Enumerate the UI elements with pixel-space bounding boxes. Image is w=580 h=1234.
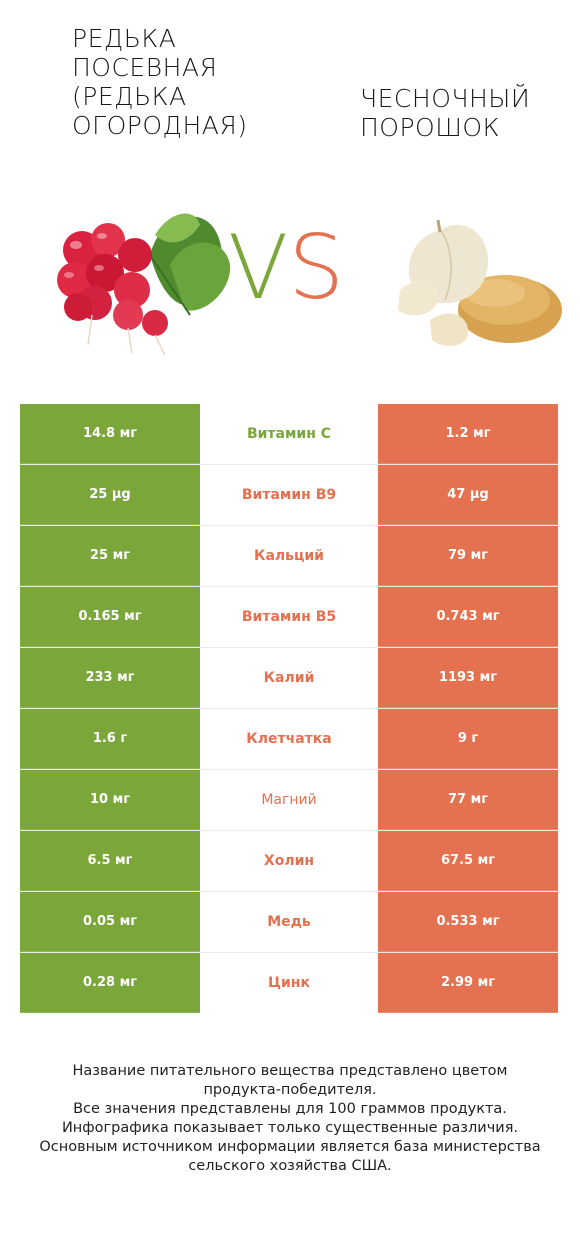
- nutrient-name: Витамин B9: [200, 465, 378, 525]
- footer-line: продукта-победителя.: [203, 1082, 377, 1098]
- footer-line: Название питательного вещества представл…: [72, 1063, 508, 1079]
- radish-image: [57, 213, 231, 356]
- left-value: 0.165 мг: [20, 587, 200, 647]
- footer-line: Основным источником информации является …: [39, 1139, 541, 1155]
- right-value: 9 г: [378, 709, 558, 769]
- footer-line: Все значения представлены для 100 граммо…: [73, 1101, 507, 1117]
- right-value: 47 µg: [378, 465, 558, 525]
- right-value: 79 мг: [378, 526, 558, 586]
- nutrient-name: Калий: [200, 648, 378, 708]
- right-value: 67.5 мг: [378, 831, 558, 891]
- hero-illustrations: [57, 213, 562, 356]
- table-row: 25 µg Витамин B9 47 µg: [20, 464, 558, 525]
- left-value: 10 мг: [20, 770, 200, 830]
- right-value: 2.99 мг: [378, 953, 558, 1013]
- right-value: 1193 мг: [378, 648, 558, 708]
- nutrient-name: Клетчатка: [200, 709, 378, 769]
- vs-label: VS: [228, 218, 344, 318]
- nutrient-name: Витамин B5: [200, 587, 378, 647]
- right-value: 1.2 мг: [378, 404, 558, 464]
- left-food-title: РЕДЬКА ПОСЕВНАЯ (РЕДЬКА ОГОРОДНАЯ): [72, 24, 248, 140]
- nutrient-name: Холин: [200, 831, 378, 891]
- table-row: 10 мг Магний 77 мг: [20, 769, 558, 830]
- right-food-title: ЧЕСНОЧНЫЙ ПОРОШОК: [360, 84, 531, 142]
- left-value: 1.6 г: [20, 709, 200, 769]
- vs-s: S: [288, 216, 345, 319]
- left-value: 6.5 мг: [20, 831, 200, 891]
- left-value: 0.28 мг: [20, 953, 200, 1013]
- table-row: 0.05 мг Медь 0.533 мг: [20, 891, 558, 952]
- right-value: 77 мг: [378, 770, 558, 830]
- left-value: 14.8 мг: [20, 404, 200, 464]
- table-row: 233 мг Калий 1193 мг: [20, 647, 558, 708]
- nutrient-name: Цинк: [200, 953, 378, 1013]
- nutrient-name: Кальций: [200, 526, 378, 586]
- footer-line: Инфографика показывает только существенн…: [61, 1120, 519, 1136]
- left-value: 25 µg: [20, 465, 200, 525]
- vs-v: V: [228, 216, 289, 319]
- right-value: 0.743 мг: [378, 587, 558, 647]
- nutrient-name: Витамин C: [200, 404, 378, 464]
- table-row: 25 мг Кальций 79 мг: [20, 525, 558, 586]
- nutrient-name: Магний: [200, 770, 378, 830]
- table-row: 0.165 мг Витамин B5 0.743 мг: [20, 586, 558, 647]
- left-value: 25 мг: [20, 526, 200, 586]
- table-row: 0.28 мг Цинк 2.99 мг: [20, 952, 558, 1013]
- right-value: 0.533 мг: [378, 892, 558, 952]
- nutrient-name: Медь: [200, 892, 378, 952]
- footer-notes: Название питательного вещества представл…: [20, 1062, 560, 1176]
- table-row: 14.8 мг Витамин C 1.2 мг: [20, 404, 558, 464]
- table-row: 6.5 мг Холин 67.5 мг: [20, 830, 558, 891]
- comparison-table: 14.8 мг Витамин C 1.2 мг 25 µg Витамин B…: [20, 404, 558, 1013]
- footer-line: сельского хозяйства США.: [188, 1158, 392, 1174]
- left-value: 233 мг: [20, 648, 200, 708]
- garlic-powder-image: [398, 219, 562, 347]
- left-value: 0.05 мг: [20, 892, 200, 952]
- table-row: 1.6 г Клетчатка 9 г: [20, 708, 558, 769]
